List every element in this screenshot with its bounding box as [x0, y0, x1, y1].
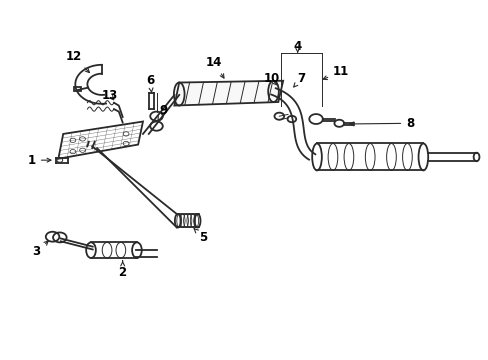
Text: 13: 13	[102, 89, 118, 102]
Circle shape	[80, 148, 85, 152]
Polygon shape	[174, 81, 283, 105]
Text: 11: 11	[323, 66, 348, 80]
Text: 7: 7	[293, 72, 305, 87]
Text: 3: 3	[33, 241, 48, 258]
Text: 4: 4	[293, 40, 301, 53]
Circle shape	[70, 138, 76, 143]
Text: 12: 12	[65, 50, 89, 73]
Text: 1: 1	[28, 154, 51, 167]
Circle shape	[70, 149, 76, 154]
Circle shape	[80, 137, 85, 141]
Text: 9: 9	[158, 104, 167, 121]
Circle shape	[123, 141, 129, 145]
Text: 6: 6	[146, 74, 154, 93]
Text: 8: 8	[349, 117, 414, 130]
Text: 14: 14	[205, 56, 224, 78]
Circle shape	[123, 132, 129, 136]
Text: 2: 2	[119, 261, 126, 279]
Text: 5: 5	[194, 229, 207, 244]
Text: 10: 10	[263, 72, 279, 85]
